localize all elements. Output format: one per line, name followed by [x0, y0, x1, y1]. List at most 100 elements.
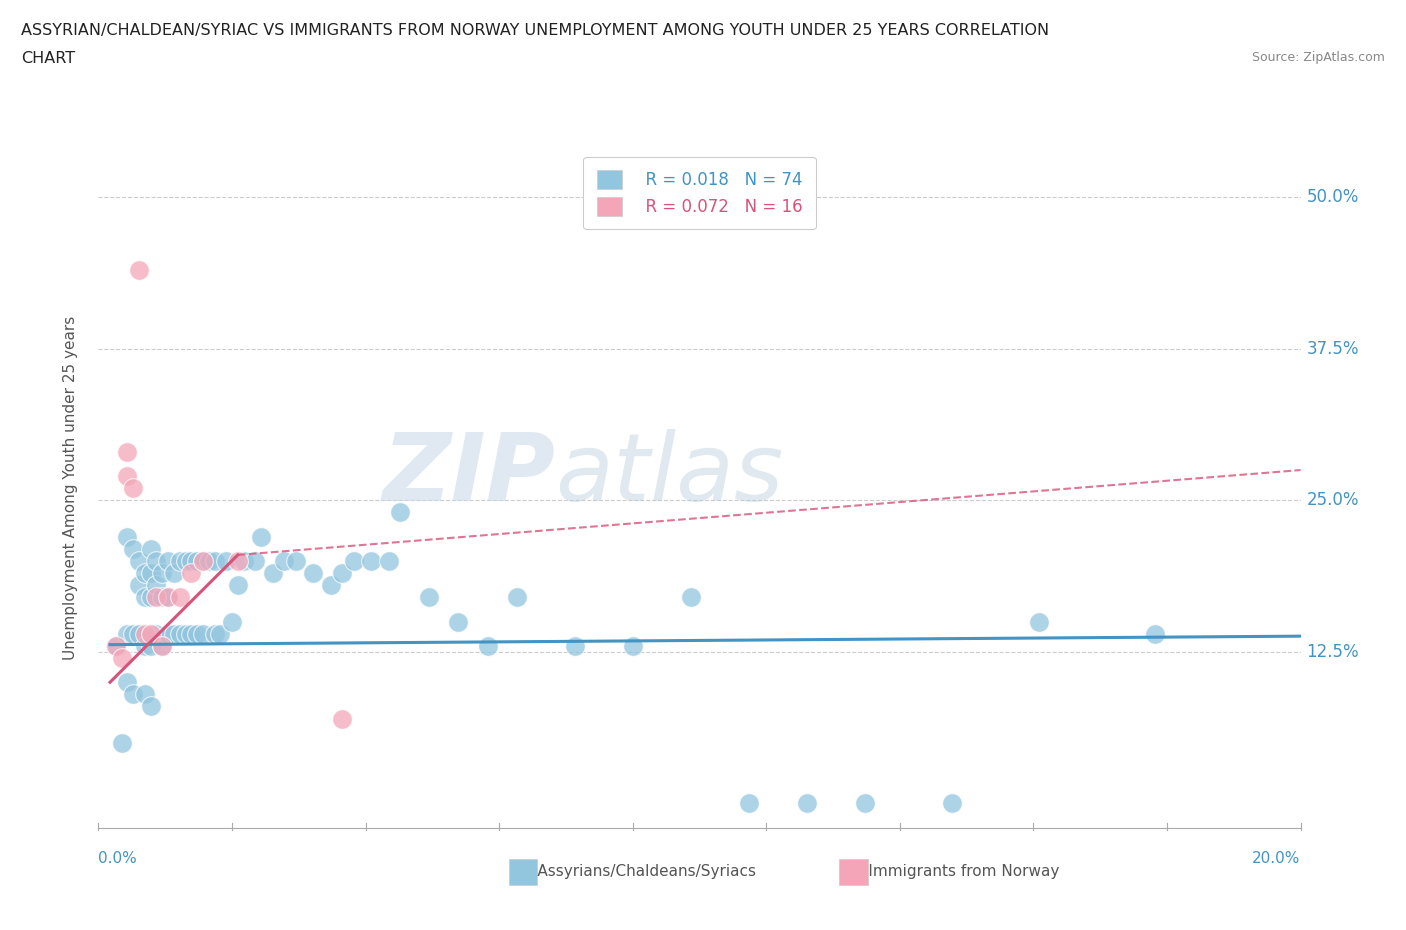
Text: 0.0%: 0.0% — [98, 851, 138, 866]
Text: ZIP: ZIP — [382, 429, 555, 521]
Point — [343, 553, 366, 568]
Legend:   R = 0.018   N = 74,   R = 0.072   N = 16: R = 0.018 N = 74, R = 0.072 N = 16 — [583, 157, 815, 230]
Point — [111, 651, 134, 666]
FancyBboxPatch shape — [839, 859, 868, 885]
Point — [330, 565, 353, 580]
Point — [117, 675, 139, 690]
Point — [186, 553, 208, 568]
Text: Source: ZipAtlas.com: Source: ZipAtlas.com — [1251, 51, 1385, 64]
Point — [174, 626, 197, 641]
Point — [186, 626, 208, 641]
Point — [128, 553, 150, 568]
Point — [204, 626, 226, 641]
Point — [128, 626, 150, 641]
Point — [245, 553, 267, 568]
Point — [163, 565, 186, 580]
Point — [117, 626, 139, 641]
Point — [941, 796, 963, 811]
Point — [145, 553, 167, 568]
Point — [319, 578, 342, 592]
Point — [157, 553, 180, 568]
Point — [180, 626, 202, 641]
Point — [150, 638, 173, 653]
Point — [273, 553, 295, 568]
Point — [157, 590, 180, 604]
Point — [180, 565, 202, 580]
Point — [679, 590, 702, 604]
Point — [128, 578, 150, 592]
Point — [145, 578, 167, 592]
Point — [505, 590, 527, 604]
Point — [1028, 614, 1050, 629]
Point — [360, 553, 382, 568]
Text: 12.5%: 12.5% — [1306, 643, 1360, 661]
Point — [134, 626, 156, 641]
Point — [104, 638, 127, 653]
Point — [145, 590, 167, 604]
Point — [226, 553, 249, 568]
Point — [209, 626, 232, 641]
Point — [117, 445, 139, 459]
Point — [389, 505, 412, 520]
Point — [163, 626, 186, 641]
Point — [1144, 626, 1167, 641]
Point — [169, 590, 191, 604]
Point — [128, 262, 150, 277]
Point — [204, 553, 226, 568]
Point — [111, 736, 134, 751]
Text: 25.0%: 25.0% — [1306, 491, 1360, 510]
Point — [104, 638, 127, 653]
Point — [191, 553, 214, 568]
Point — [191, 626, 214, 641]
Point — [284, 553, 307, 568]
Point — [169, 626, 191, 641]
Point — [139, 565, 162, 580]
Point — [134, 638, 156, 653]
Point — [134, 565, 156, 580]
Point — [117, 529, 139, 544]
Point — [302, 565, 325, 580]
Text: Immigrants from Norway: Immigrants from Norway — [844, 864, 1059, 879]
Point — [796, 796, 818, 811]
Point — [330, 711, 353, 726]
Text: CHART: CHART — [21, 51, 75, 66]
Point — [853, 796, 876, 811]
Point — [564, 638, 586, 653]
Point — [378, 553, 401, 568]
Point — [157, 626, 180, 641]
Point — [738, 796, 761, 811]
Point — [134, 590, 156, 604]
Point — [477, 638, 499, 653]
Point — [150, 638, 173, 653]
FancyBboxPatch shape — [509, 859, 537, 885]
Point — [139, 638, 162, 653]
Point — [418, 590, 440, 604]
Point — [139, 626, 162, 641]
Point — [215, 553, 238, 568]
Point — [122, 626, 145, 641]
Point — [122, 541, 145, 556]
Point — [250, 529, 273, 544]
Point — [139, 699, 162, 714]
Point — [221, 614, 243, 629]
Point — [169, 553, 191, 568]
Point — [150, 590, 173, 604]
Point — [174, 553, 197, 568]
Point — [226, 578, 249, 592]
Point — [262, 565, 284, 580]
Text: 50.0%: 50.0% — [1306, 188, 1360, 206]
Point — [145, 626, 167, 641]
Point — [232, 553, 254, 568]
Text: ASSYRIAN/CHALDEAN/SYRIAC VS IMMIGRANTS FROM NORWAY UNEMPLOYMENT AMONG YOUTH UNDE: ASSYRIAN/CHALDEAN/SYRIAC VS IMMIGRANTS F… — [21, 23, 1049, 38]
Point — [180, 553, 202, 568]
Point — [139, 590, 162, 604]
Point — [122, 687, 145, 702]
Text: 37.5%: 37.5% — [1306, 339, 1360, 358]
Point — [621, 638, 644, 653]
Y-axis label: Unemployment Among Youth under 25 years: Unemployment Among Youth under 25 years — [63, 316, 77, 660]
Text: atlas: atlas — [555, 429, 783, 520]
Point — [117, 469, 139, 484]
Point — [197, 553, 219, 568]
Point — [157, 590, 180, 604]
Point — [150, 565, 173, 580]
